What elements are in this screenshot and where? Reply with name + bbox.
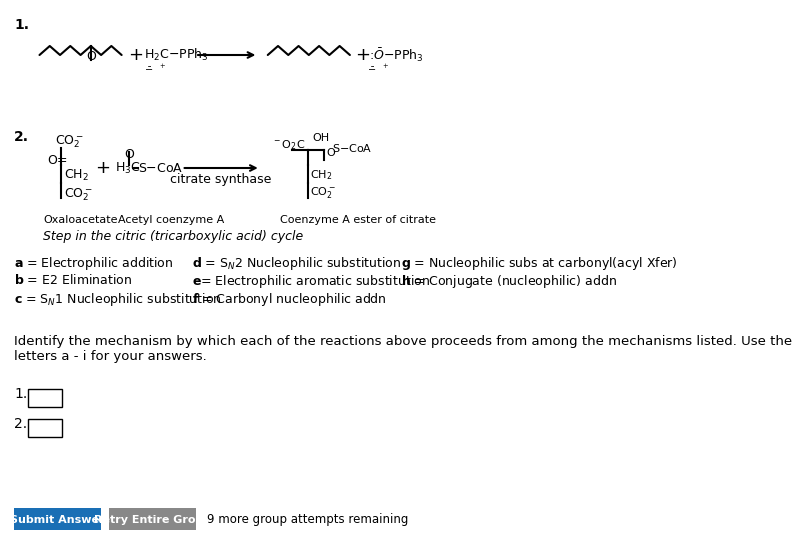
Text: $\bf{c}$ = S$_N$1 Nucleophilic substitution: $\bf{c}$ = S$_N$1 Nucleophilic substitut… — [14, 291, 222, 308]
Text: +: + — [128, 46, 143, 64]
Text: $\bf{a}$ = Electrophilic addition: $\bf{a}$ = Electrophilic addition — [14, 255, 173, 272]
Bar — [109, 508, 196, 530]
Text: O=: O= — [47, 153, 67, 166]
Bar — [28, 389, 62, 407]
Text: Submit Answer: Submit Answer — [10, 515, 104, 525]
Text: O: O — [124, 148, 133, 161]
Text: 2.: 2. — [14, 417, 27, 431]
Text: O: O — [86, 50, 96, 63]
Text: :$\bar{O}$$-$PPh$_3$: :$\bar{O}$$-$PPh$_3$ — [369, 46, 423, 64]
Text: $\bf{d}$ = S$_N$2 Nucleophilic substitution: $\bf{d}$ = S$_N$2 Nucleophilic substitut… — [192, 255, 401, 272]
Text: Step in the citric (tricarboxylic acid) cycle: Step in the citric (tricarboxylic acid) … — [43, 230, 304, 243]
Text: Coenzyme A ester of citrate: Coenzyme A ester of citrate — [280, 215, 436, 225]
Text: S$-$CoA: S$-$CoA — [332, 142, 372, 154]
Text: CO$_2^-$: CO$_2^-$ — [310, 185, 336, 200]
Text: $^-$O$_2$C: $^-$O$_2$C — [272, 138, 305, 152]
Text: $\bar{-}$  $^+$: $\bar{-}$ $^+$ — [367, 62, 389, 75]
Text: S$-$CoA: S$-$CoA — [138, 161, 183, 174]
Text: $\bf{g}$ = Nucleophilic subs at carbonyl(acyl Xfer): $\bf{g}$ = Nucleophilic subs at carbonyl… — [401, 255, 677, 272]
Text: 1.: 1. — [14, 387, 27, 401]
Text: O: O — [326, 148, 335, 158]
Text: H$_2$C$-$PPh$_3$: H$_2$C$-$PPh$_3$ — [144, 47, 208, 63]
Text: 2.: 2. — [14, 130, 29, 144]
Text: Retry Entire Group: Retry Entire Group — [94, 515, 211, 525]
Bar — [28, 419, 62, 437]
Text: $\bf{f}$ = Carbonyl nucleophilic addn: $\bf{f}$ = Carbonyl nucleophilic addn — [192, 291, 386, 308]
Text: Acetyl coenzyme A: Acetyl coenzyme A — [118, 215, 225, 225]
Text: citrate synthase: citrate synthase — [170, 173, 271, 187]
Text: $\bf{e}$= Electrophilic aromatic substitution: $\bf{e}$= Electrophilic aromatic substit… — [192, 273, 430, 290]
Text: $\bar{-}$  $^+$: $\bar{-}$ $^+$ — [144, 62, 166, 75]
Text: 9 more group attempts remaining: 9 more group attempts remaining — [206, 513, 408, 527]
Text: $\bf{h}$ = Conjugate (nucleophilic) addn: $\bf{h}$ = Conjugate (nucleophilic) addn — [401, 273, 617, 290]
Text: +: + — [95, 159, 110, 177]
Text: 1.: 1. — [14, 18, 29, 32]
Text: H$_3$C: H$_3$C — [114, 160, 140, 175]
Text: Oxaloacetate: Oxaloacetate — [43, 215, 118, 225]
Text: CH$_2$: CH$_2$ — [64, 167, 88, 182]
Bar — [14, 508, 101, 530]
Text: CH$_2$: CH$_2$ — [310, 168, 332, 182]
Text: CO$_2^-$: CO$_2^-$ — [64, 187, 92, 203]
Text: OH: OH — [312, 133, 328, 143]
Text: Identify the mechanism by which each of the reactions above proceeds from among : Identify the mechanism by which each of … — [14, 335, 791, 363]
Text: $\bf{b}$ = E2 Elimination: $\bf{b}$ = E2 Elimination — [14, 273, 132, 287]
Text: CO$_2^-$: CO$_2^-$ — [55, 133, 84, 150]
Text: +: + — [354, 46, 369, 64]
